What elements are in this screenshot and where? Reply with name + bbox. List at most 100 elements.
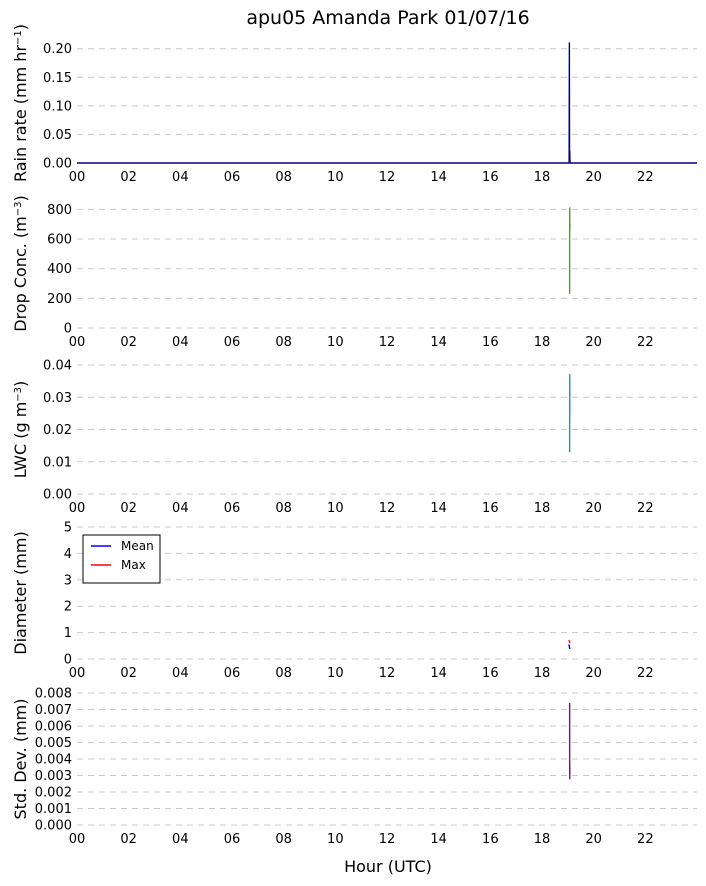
legend: Mean Max	[82, 534, 161, 584]
x-tick-label: 14	[430, 335, 447, 350]
y-tick-label: 0.003	[35, 769, 72, 784]
y-tick-label: 5	[64, 521, 72, 536]
y-tick-label: 0.00	[43, 157, 72, 172]
y-tick-label: 0.10	[43, 99, 72, 114]
x-tick-label: 04	[172, 832, 189, 847]
x-tick-label: 00	[69, 170, 86, 185]
series-line	[77, 42, 697, 164]
x-tick-label: 10	[327, 170, 344, 185]
x-tick-label: 22	[637, 170, 654, 185]
x-tick-label: 02	[120, 666, 137, 681]
x-tick-label: 20	[585, 832, 602, 847]
y-axis-label: Std. Dev. (mm)	[11, 699, 30, 820]
x-tick-label: 02	[120, 832, 137, 847]
legend-label: Max	[121, 558, 146, 572]
x-tick-label: 22	[637, 501, 654, 516]
x-tick-label: 06	[224, 501, 241, 516]
x-tick-label: 06	[224, 832, 241, 847]
x-tick-label: 00	[69, 501, 86, 516]
panel-lwc: 0.00 0.01 0.02 0.03 0.04 00 02 04 06 08 10 12 14 16 18…	[11, 359, 697, 516]
series-line-max	[568, 639, 571, 644]
x-tick-label: 20	[585, 335, 602, 350]
x-tick-label: 08	[275, 335, 292, 350]
y-tick-label: 0.20	[43, 42, 72, 57]
x-tick-label: 04	[172, 335, 189, 350]
x-tick-label: 18	[534, 666, 551, 681]
y-tick-label: 0.04	[43, 359, 72, 374]
x-tick-label: 12	[379, 170, 396, 185]
y-tick-label: 0.02	[43, 423, 72, 438]
x-tick-label: 10	[327, 832, 344, 847]
x-tick-label: 02	[120, 170, 137, 185]
x-tick-label: 06	[224, 170, 241, 185]
x-tick-label: 12	[379, 666, 396, 681]
x-tick-label: 20	[585, 666, 602, 681]
x-tick-label: 22	[637, 832, 654, 847]
x-tick-label: 18	[534, 335, 551, 350]
y-tick-label: 0.002	[35, 786, 72, 801]
x-tick-label: 08	[275, 170, 292, 185]
x-tick-label: 16	[482, 832, 499, 847]
y-tick-label: 0	[64, 653, 72, 668]
y-tick-label: 4	[64, 547, 72, 562]
x-tick-label: 14	[430, 666, 447, 681]
y-tick-label: 0.004	[35, 753, 72, 768]
x-tick-label: 14	[430, 170, 447, 185]
x-tick-label: 04	[172, 170, 189, 185]
panel-conc: 0 200 400 600 800 00 02 04 06 08 10 12 14 16 18 20 22 Dro…	[11, 195, 697, 350]
x-tick-label: 16	[482, 335, 499, 350]
y-tick-label: 1	[64, 626, 72, 641]
x-tick-label: 08	[275, 666, 292, 681]
legend-label: Mean	[121, 539, 154, 553]
chart-title: apu05 Amanda Park 01/07/16	[246, 7, 529, 29]
x-tick-label: 04	[172, 501, 189, 516]
y-tick-label: 600	[47, 233, 72, 248]
x-tick-label: 10	[327, 501, 344, 516]
x-tick-label: 00	[69, 335, 86, 350]
y-axis-label: LWC (g m−3)	[11, 381, 30, 479]
x-tick-label: 22	[637, 666, 654, 681]
x-tick-label: 18	[534, 501, 551, 516]
x-tick-label: 20	[585, 170, 602, 185]
x-tick-label: 14	[430, 832, 447, 847]
x-tick-label: 08	[275, 832, 292, 847]
y-tick-label: 0.15	[43, 71, 72, 86]
x-tick-label: 04	[172, 666, 189, 681]
y-axis-label: Diameter (mm)	[11, 531, 30, 654]
x-tick-label: 14	[430, 501, 447, 516]
y-tick-label: 0	[64, 322, 72, 337]
y-tick-label: 0.008	[35, 687, 72, 702]
x-tick-label: 02	[120, 335, 137, 350]
x-tick-label: 18	[534, 832, 551, 847]
x-tick-label: 08	[275, 501, 292, 516]
x-tick-label: 06	[224, 335, 241, 350]
y-tick-label: 0.001	[35, 802, 72, 817]
y-axis-label: Rain rate (mm hr−1)	[11, 24, 30, 182]
x-tick-label: 22	[637, 335, 654, 350]
y-tick-label: 0.03	[43, 391, 72, 406]
x-tick-label: 10	[327, 666, 344, 681]
series-line-mean	[568, 644, 571, 650]
y-axis-label: Drop Conc. (m−3)	[11, 195, 30, 331]
x-tick-label: 16	[482, 170, 499, 185]
x-tick-label: 12	[379, 832, 396, 847]
x-tick-label: 20	[585, 501, 602, 516]
x-tick-label: 18	[534, 170, 551, 185]
x-tick-label: 16	[482, 666, 499, 681]
y-tick-label: 3	[64, 573, 72, 588]
x-tick-label: 12	[379, 501, 396, 516]
legend-box	[82, 534, 161, 584]
x-tick-label: 10	[327, 335, 344, 350]
x-axis-label: Hour (UTC)	[344, 857, 432, 876]
y-tick-label: 0.05	[43, 128, 72, 143]
x-tick-label: 06	[224, 666, 241, 681]
y-tick-label: 2	[64, 600, 72, 615]
y-tick-label: 200	[47, 292, 72, 307]
y-tick-label: 800	[47, 203, 72, 218]
y-tick-label: 0.006	[35, 720, 72, 735]
x-tick-label: 00	[69, 832, 86, 847]
y-tick-label: 0.000	[35, 819, 72, 834]
y-tick-label: 0.01	[43, 455, 72, 470]
